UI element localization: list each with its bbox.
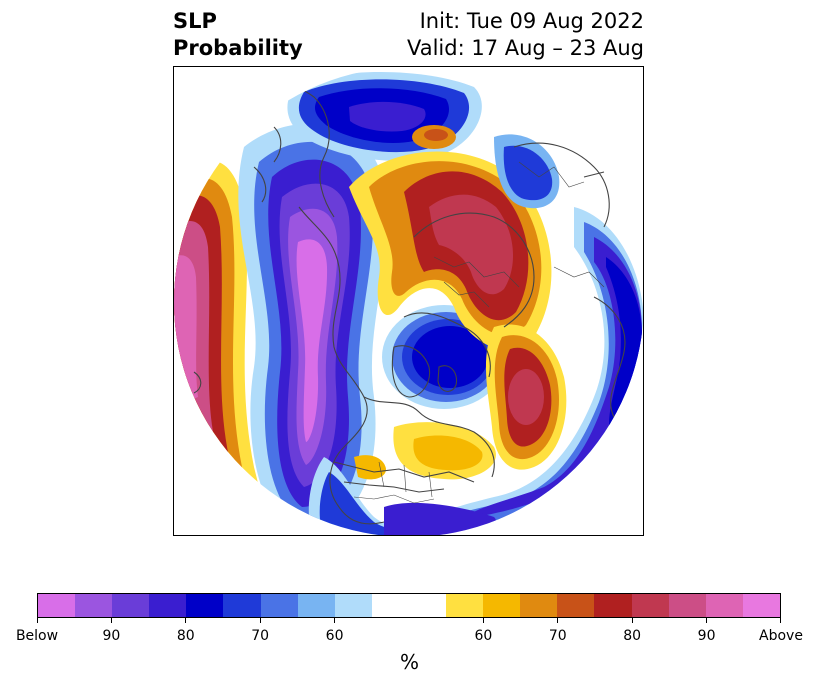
- map-panel: [173, 66, 644, 536]
- colorbar-swatch: [297, 594, 335, 617]
- colorbar-unit-label: %: [399, 650, 419, 674]
- colorbar-tick-label: 60: [325, 628, 344, 644]
- colorbar-tick-mark: [631, 618, 633, 623]
- colorbar-swatch: [483, 594, 521, 617]
- colorbar-swatch: [149, 594, 187, 617]
- colorbar-tick-label: 90: [102, 628, 121, 644]
- borders: [353, 161, 605, 504]
- probability-map: [174, 67, 643, 535]
- colorbar-tick-mark: [37, 618, 38, 623]
- colorbar-tick-mark: [110, 618, 112, 623]
- colorbar-swatch: [371, 594, 409, 617]
- colorbar: [37, 593, 781, 618]
- colorbar-swatch: [38, 594, 76, 617]
- colorbar-swatch: [446, 594, 484, 617]
- colorbar-tick-mark: [334, 618, 336, 623]
- colorbar-tick-label: Below: [15, 628, 59, 644]
- colorbar-tick-mark: [557, 618, 559, 623]
- colorbar-swatch: [223, 594, 261, 617]
- colorbar-swatch: [186, 594, 224, 617]
- colorbar-tick-label: 80: [623, 628, 642, 644]
- colorbar-tick-mark: [706, 618, 708, 623]
- date-info: Init: Tue 09 Aug 2022 Valid: 17 Aug – 23…: [407, 8, 644, 62]
- positive-anomaly-north-america: [354, 422, 496, 480]
- colorbar-swatch: [705, 594, 743, 617]
- colorbar-tick-label: Above: [759, 628, 803, 644]
- negative-anomaly-south: [308, 457, 496, 535]
- colorbar-tick-label: 70: [251, 628, 270, 644]
- colorbar-ticks: Below 90 80 70 60 60 70 80 90 Above: [16, 618, 803, 644]
- positive-anomaly-atlantic: [485, 324, 567, 470]
- colorbar-swatch: [594, 594, 632, 617]
- colorbar-swatch: [260, 594, 298, 617]
- map-title: SLP Probability: [173, 8, 303, 62]
- colorbar-tick-label: 60: [474, 628, 493, 644]
- title-type: Probability: [173, 36, 303, 60]
- colorbar-swatch: [408, 594, 447, 617]
- colorbar-swatch: [557, 594, 595, 617]
- valid-range: Valid: 17 Aug – 23 Aug: [406, 36, 644, 60]
- colorbar-swatch: [112, 594, 150, 617]
- colorbar-tick-label: 90: [697, 628, 716, 644]
- colorbar-swatch: [75, 594, 113, 617]
- colorbar-swatch: [334, 594, 372, 617]
- colorbar-tick-label: 80: [176, 628, 195, 644]
- init-date: Init: Tue 09 Aug 2022: [419, 9, 644, 33]
- colorbar-swatch: [668, 594, 706, 617]
- colorbar-swatch: [520, 594, 558, 617]
- colorbar-tick-mark: [259, 618, 261, 623]
- colorbar-swatch: [631, 594, 669, 617]
- colorbar-tick-mark: [780, 618, 781, 623]
- colorbar-swatch: [742, 594, 780, 617]
- positive-anomaly-siberia: [349, 125, 552, 350]
- colorbar-tick-mark: [482, 618, 484, 623]
- colorbar-tick-label: 70: [548, 628, 567, 644]
- colorbar-tick-mark: [185, 618, 187, 623]
- negative-anomaly-north-pacific: [238, 123, 387, 535]
- title-variable: SLP: [173, 9, 217, 33]
